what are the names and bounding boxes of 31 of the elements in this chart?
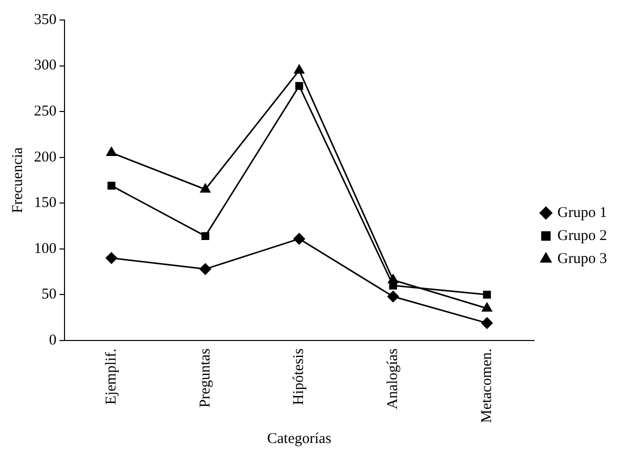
point [108,182,116,190]
x-tick-label: Analogías [385,348,402,410]
point [200,184,210,193]
legend-label: Grupo 1 [557,204,607,221]
y-tick-label: 200 [34,149,56,166]
y-tick-label: 250 [34,103,56,120]
point [106,252,118,264]
point [481,317,493,329]
y-tick-label: 100 [34,240,56,257]
point [201,232,210,240]
y-tick-label: 350 [34,12,56,28]
x-tick-label: Metacomen. [478,348,495,424]
y-tick-label: 150 [34,195,56,212]
point [294,64,304,74]
point [106,147,117,156]
point [200,263,212,275]
point [387,290,399,302]
legend-label: Grupo 2 [557,228,607,244]
x-tick-label: Hipótesis [291,348,308,406]
point [483,290,491,299]
x-tick-label: Preguntas [197,348,214,408]
y-tick-label: 0 [49,332,56,348]
point [295,82,304,90]
y-tick-label: 50 [42,286,56,303]
x-tick-label: Ejemplif. [103,348,120,405]
y-axis-title: Frecuencia [10,146,26,214]
y-tick-label: 300 [34,58,56,74]
point [482,302,492,312]
point [293,233,305,245]
legend-label: Grupo 3 [557,250,607,267]
x-axis-title: Categorías [267,430,332,447]
